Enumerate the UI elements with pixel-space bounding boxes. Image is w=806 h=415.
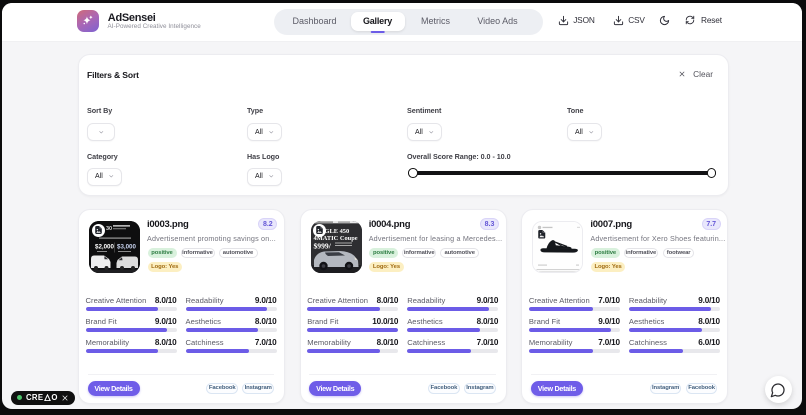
svg-text:$2,000: $2,000 [95,243,114,250]
svg-text:4MATIC Coupe: 4MATIC Coupe [313,235,357,242]
svg-text:$3,000: $3,000 [117,243,136,250]
svg-text:GLE 450: GLE 450 [324,228,349,235]
svg-text:30: 30 [106,226,112,232]
svg-text:$999/: $999/ [313,241,331,250]
